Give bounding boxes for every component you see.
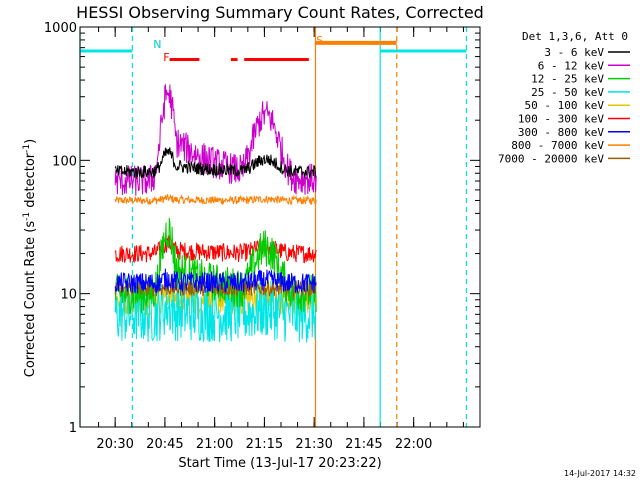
legend-entry: 50 - 100 keV <box>525 99 605 112</box>
series-line <box>114 147 317 180</box>
flag-label: S <box>316 34 323 47</box>
legend-title: Det 1,3,6, Att 0 <box>522 30 628 43</box>
y-tick-label: 1000 <box>44 21 77 36</box>
legend-entry: 7000 - 20000 keV <box>498 152 604 165</box>
series-line <box>114 234 317 264</box>
y-tick-label: 100 <box>52 154 77 169</box>
legend-entry: 100 - 300 keV <box>518 113 604 126</box>
x-tick-label: 21:30 <box>295 437 332 452</box>
footer-timestamp: 14-Jul-2017 14:32 <box>564 469 636 478</box>
y-tick-label: 10 <box>60 288 77 303</box>
x-tick-label: 20:30 <box>96 437 133 452</box>
series-line <box>114 217 317 315</box>
y-tick-label: 1 <box>69 421 77 436</box>
x-tick-label: 20:45 <box>146 437 183 452</box>
plot-frame <box>79 26 481 428</box>
legend-entry: 25 - 50 keV <box>531 86 604 99</box>
y-axis-label: Corrected Count Rate (s-1 detector-1) <box>22 139 38 377</box>
x-axis-label: Start Time (13-Jul-17 20:23:22) <box>178 456 381 471</box>
legend-entry: 3 - 6 keV <box>544 46 604 59</box>
legend-entry: 6 - 12 keV <box>538 59 605 72</box>
x-tick-label: 21:15 <box>246 437 283 452</box>
series-line <box>114 193 317 206</box>
x-tick-label: 21:00 <box>196 437 233 452</box>
x-tick-label: 21:45 <box>345 437 382 452</box>
flag-label: N <box>153 38 161 51</box>
legend-entry: 800 - 7000 keV <box>511 139 604 152</box>
flag-label: F <box>163 51 169 64</box>
legend-entry: 300 - 800 keV <box>518 126 604 139</box>
chart-title: HESSI Observing Summary Count Rates, Cor… <box>76 3 484 22</box>
x-tick-label: 22:00 <box>395 437 432 452</box>
legend-entry: 12 - 25 keV <box>531 73 604 86</box>
series-line <box>114 268 317 294</box>
plot-area: NF S <box>79 26 481 428</box>
series-line <box>114 83 317 196</box>
